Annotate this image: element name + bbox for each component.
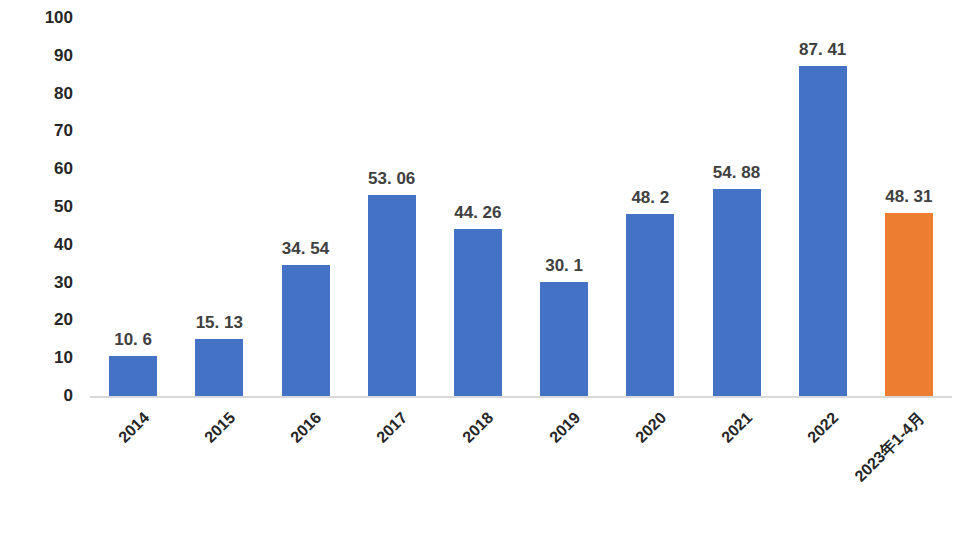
x-tick-label: 2016 [286, 408, 325, 447]
bar-value-label: 10. 6 [68, 330, 198, 350]
y-tick-label: 0 [13, 386, 73, 406]
x-tick-label: 2015 [200, 408, 239, 447]
x-tick-label: 2017 [373, 408, 412, 447]
bar-2019 [540, 282, 588, 396]
bar-2016 [282, 265, 330, 396]
bar-value-label: 48. 31 [844, 187, 969, 207]
y-tick-label: 40 [13, 235, 73, 255]
y-tick-label: 30 [13, 273, 73, 293]
x-tick-label: 2022 [804, 408, 843, 447]
y-tick-label: 90 [13, 46, 73, 66]
x-tick-label: 2020 [631, 408, 670, 447]
bar-value-label: 30. 1 [499, 256, 629, 276]
bar-2017 [368, 195, 416, 396]
x-tick-label: 2018 [459, 408, 498, 447]
x-tick-label: 2019 [545, 408, 584, 447]
bar-value-label: 15. 13 [154, 313, 284, 333]
y-tick-label: 100 [13, 8, 73, 28]
y-tick-label: 20 [13, 310, 73, 330]
x-tick-label: 2014 [114, 408, 153, 447]
bar-2023年1-4月 [885, 213, 933, 396]
y-tick-label: 70 [13, 121, 73, 141]
x-tick-label: 2021 [717, 408, 756, 447]
bar-chart: 0 10 20 30 40 50 60 70 80 90 100 10. 615. 13 34. 54… [0, 0, 969, 541]
bar-2014 [109, 356, 157, 396]
bar-value-label: 34. 54 [241, 239, 371, 259]
x-tick-label: 2023年1-4月 [851, 408, 929, 486]
y-tick-label: 50 [13, 197, 73, 217]
bar-value-label: 44. 26 [413, 203, 543, 223]
bar-2018 [454, 229, 502, 396]
bar-value-label: 54. 88 [672, 163, 802, 183]
bar-2021 [713, 189, 761, 396]
bar-2022 [799, 66, 847, 396]
bar-value-label: 53. 06 [327, 169, 457, 189]
bar-value-label: 48. 2 [585, 188, 715, 208]
bar-value-label: 87. 41 [758, 40, 888, 60]
y-tick-label: 10 [13, 348, 73, 368]
bar-2015 [195, 339, 243, 396]
y-tick-label: 80 [13, 84, 73, 104]
bar-2020 [626, 214, 674, 396]
y-tick-label: 60 [13, 159, 73, 179]
x-axis-line [90, 396, 952, 398]
